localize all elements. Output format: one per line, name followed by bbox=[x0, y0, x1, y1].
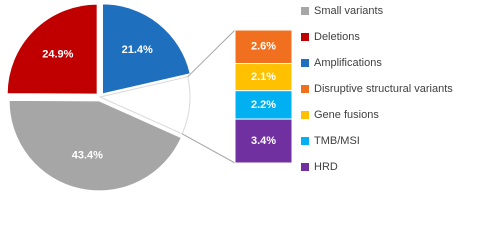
connector bbox=[181, 133, 236, 164]
data-label: 21.4% bbox=[122, 44, 153, 56]
legend-label: Small variants bbox=[314, 5, 384, 17]
legend-label: Amplifications bbox=[314, 57, 382, 69]
bar-segment bbox=[234, 63, 293, 92]
bar-segment bbox=[234, 118, 293, 164]
legend-swatch bbox=[301, 33, 309, 41]
pie-slice bbox=[101, 3, 191, 95]
pie-slice bbox=[6, 3, 98, 95]
chart: 43.4% 24.9% 21.4% 2.6% 2.1% 2.2% 3.4% Small var… bbox=[6, 3, 453, 191]
data-label: 2.6% bbox=[251, 41, 276, 53]
bar-segment bbox=[234, 90, 293, 120]
pie-slice-other bbox=[98, 76, 191, 135]
legend-label: Deletions bbox=[314, 31, 360, 43]
legend-label: HRD bbox=[314, 161, 338, 173]
data-label: 24.9% bbox=[42, 48, 73, 60]
legend-swatch bbox=[301, 59, 309, 67]
pie-slice bbox=[8, 99, 182, 191]
data-label: 2.2% bbox=[251, 99, 276, 111]
data-label: 43.4% bbox=[72, 149, 103, 161]
legend-swatch bbox=[301, 137, 309, 145]
legend-swatch bbox=[301, 85, 309, 93]
legend-swatch bbox=[301, 111, 309, 119]
legend-label: Disruptive structural variants bbox=[314, 83, 453, 95]
legend-swatch bbox=[301, 163, 309, 171]
legend-swatch bbox=[301, 7, 309, 15]
data-label: 3.4% bbox=[251, 135, 276, 147]
legend-label: TMB/MSI bbox=[314, 135, 360, 147]
data-label: 2.1% bbox=[251, 71, 276, 83]
connector bbox=[187, 29, 236, 78]
legend-label: Gene fusions bbox=[314, 109, 379, 121]
